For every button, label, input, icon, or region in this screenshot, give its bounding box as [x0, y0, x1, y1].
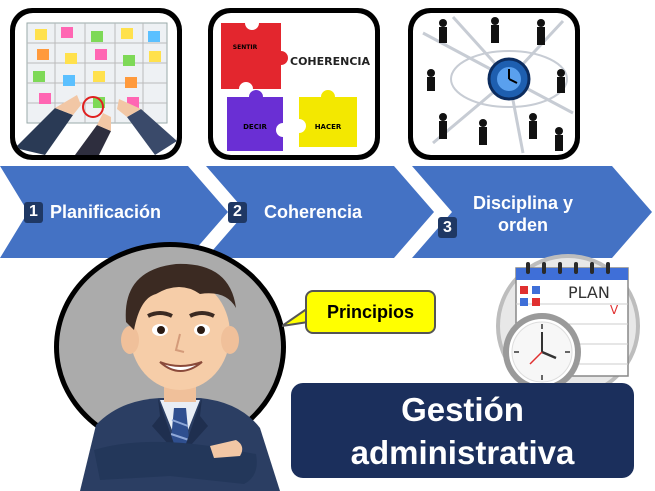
arrow-step-1: [0, 166, 228, 258]
calendar-clock-icon: PLAN V: [496, 254, 640, 398]
hacer-word: HACER: [315, 123, 342, 131]
step-2: 2 Coherencia: [228, 201, 362, 223]
step-3: 3 Disciplina y orden: [438, 189, 573, 238]
plan-label: PLAN: [568, 283, 610, 302]
step-number-1: 1: [24, 201, 43, 223]
plan-check-mark: V: [610, 303, 619, 317]
panel-puzzle: SENTIR COHERENCIA DECIR HACER: [208, 8, 380, 160]
arrow-step-3: [412, 166, 652, 258]
clock-business-people-icon: [422, 15, 574, 154]
step-label-coherencia: Coherencia: [264, 202, 363, 222]
step-label-disciplina-line2: orden: [498, 214, 549, 235]
speech-bubble-principios: Principios: [305, 290, 436, 334]
businessman-icon: [80, 263, 280, 491]
decir-word: DECIR: [243, 123, 267, 131]
panel-time: [408, 8, 580, 160]
panel-planning: [10, 8, 182, 160]
step-number-2: 2: [228, 201, 247, 223]
title-box: Gestión administrativa: [291, 383, 634, 478]
step-label-planificacion: Planificación: [50, 202, 162, 222]
process-arrows: [0, 166, 652, 258]
step-number-3: 3: [438, 217, 457, 238]
arrow-step-2: [206, 166, 434, 258]
step-label-disciplina-line1: Disciplina y: [473, 192, 574, 213]
sticky-notes-board-icon: [15, 22, 177, 155]
step-label-disciplina: Disciplina y orden: [473, 192, 573, 236]
puzzle-pieces-icon: SENTIR COHERENCIA DECIR HACER: [221, 23, 371, 151]
puzzle-sentir-1: SENTIR: [233, 44, 258, 51]
coherencia-word: COHERENCIA: [290, 55, 371, 68]
step-1: 1 Planificación: [24, 201, 161, 223]
title-line-1: Gestión: [401, 391, 524, 428]
title-line-2: administrativa: [350, 434, 575, 471]
